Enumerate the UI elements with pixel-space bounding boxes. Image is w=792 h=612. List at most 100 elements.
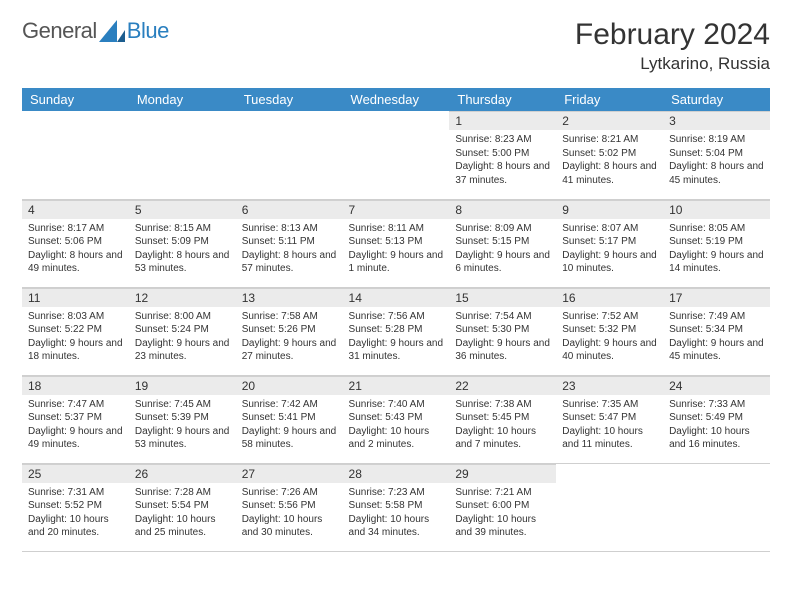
calendar-cell: 23Sunrise: 7:35 AMSunset: 5:47 PMDayligh… [556,375,663,463]
day-number: 8 [449,200,556,219]
calendar-cell: 21Sunrise: 7:40 AMSunset: 5:43 PMDayligh… [343,375,450,463]
day-number: 19 [129,376,236,395]
calendar-row: ........1Sunrise: 8:23 AMSunset: 5:00 PM… [22,111,770,199]
day-header: Tuesday [236,88,343,111]
calendar-cell: 15Sunrise: 7:54 AMSunset: 5:30 PMDayligh… [449,287,556,375]
calendar-cell: 27Sunrise: 7:26 AMSunset: 5:56 PMDayligh… [236,463,343,551]
calendar-row: 25Sunrise: 7:31 AMSunset: 5:52 PMDayligh… [22,463,770,551]
day-details: Sunrise: 7:26 AMSunset: 5:56 PMDaylight:… [236,483,343,546]
day-details: Sunrise: 7:42 AMSunset: 5:41 PMDaylight:… [236,395,343,458]
calendar-cell: 3Sunrise: 8:19 AMSunset: 5:04 PMDaylight… [663,111,770,199]
day-details: Sunrise: 8:09 AMSunset: 5:15 PMDaylight:… [449,219,556,282]
calendar-cell: 2Sunrise: 8:21 AMSunset: 5:02 PMDaylight… [556,111,663,199]
day-number: 5 [129,200,236,219]
logo: General Blue [22,18,169,44]
day-details: Sunrise: 7:47 AMSunset: 5:37 PMDaylight:… [22,395,129,458]
day-details: Sunrise: 7:28 AMSunset: 5:54 PMDaylight:… [129,483,236,546]
day-details: Sunrise: 8:21 AMSunset: 5:02 PMDaylight:… [556,130,663,193]
calendar-cell: .. [556,463,663,551]
day-details: Sunrise: 8:13 AMSunset: 5:11 PMDaylight:… [236,219,343,282]
day-number: 14 [343,288,450,307]
day-details: Sunrise: 7:40 AMSunset: 5:43 PMDaylight:… [343,395,450,458]
day-details: Sunrise: 8:03 AMSunset: 5:22 PMDaylight:… [22,307,129,370]
day-number: 18 [22,376,129,395]
day-details: Sunrise: 8:05 AMSunset: 5:19 PMDaylight:… [663,219,770,282]
calendar-cell: .. [343,111,450,199]
day-number: 24 [663,376,770,395]
day-details: Sunrise: 7:31 AMSunset: 5:52 PMDaylight:… [22,483,129,546]
calendar-cell: .. [236,111,343,199]
calendar-cell: 29Sunrise: 7:21 AMSunset: 6:00 PMDayligh… [449,463,556,551]
calendar-cell: 26Sunrise: 7:28 AMSunset: 5:54 PMDayligh… [129,463,236,551]
calendar-cell: .. [663,463,770,551]
calendar-body: ........1Sunrise: 8:23 AMSunset: 5:00 PM… [22,111,770,551]
day-details: Sunrise: 7:58 AMSunset: 5:26 PMDaylight:… [236,307,343,370]
day-details: Sunrise: 7:49 AMSunset: 5:34 PMDaylight:… [663,307,770,370]
day-number: 25 [22,464,129,483]
calendar-cell: 10Sunrise: 8:05 AMSunset: 5:19 PMDayligh… [663,199,770,287]
day-header: Saturday [663,88,770,111]
day-details: Sunrise: 7:45 AMSunset: 5:39 PMDaylight:… [129,395,236,458]
day-number: 16 [556,288,663,307]
day-number: 26 [129,464,236,483]
calendar-cell: 16Sunrise: 7:52 AMSunset: 5:32 PMDayligh… [556,287,663,375]
calendar-cell: 19Sunrise: 7:45 AMSunset: 5:39 PMDayligh… [129,375,236,463]
calendar-cell: 13Sunrise: 7:58 AMSunset: 5:26 PMDayligh… [236,287,343,375]
day-number: 2 [556,111,663,130]
day-details: Sunrise: 8:00 AMSunset: 5:24 PMDaylight:… [129,307,236,370]
location-label: Lytkarino, Russia [575,54,770,74]
day-header: Thursday [449,88,556,111]
day-details: Sunrise: 8:11 AMSunset: 5:13 PMDaylight:… [343,219,450,282]
day-number: 7 [343,200,450,219]
day-details: Sunrise: 8:23 AMSunset: 5:00 PMDaylight:… [449,130,556,193]
day-details: Sunrise: 7:56 AMSunset: 5:28 PMDaylight:… [343,307,450,370]
day-details: Sunrise: 7:33 AMSunset: 5:49 PMDaylight:… [663,395,770,458]
day-details: Sunrise: 7:38 AMSunset: 5:45 PMDaylight:… [449,395,556,458]
day-number: 23 [556,376,663,395]
day-number: 10 [663,200,770,219]
day-header: Wednesday [343,88,450,111]
page-header: General Blue February 2024 Lytkarino, Ru… [22,18,770,74]
calendar-cell: 9Sunrise: 8:07 AMSunset: 5:17 PMDaylight… [556,199,663,287]
day-number: 6 [236,200,343,219]
day-number: 28 [343,464,450,483]
day-details: Sunrise: 7:21 AMSunset: 6:00 PMDaylight:… [449,483,556,546]
calendar-cell: 11Sunrise: 8:03 AMSunset: 5:22 PMDayligh… [22,287,129,375]
calendar-cell: 14Sunrise: 7:56 AMSunset: 5:28 PMDayligh… [343,287,450,375]
calendar-cell: .. [22,111,129,199]
day-header: Monday [129,88,236,111]
day-header: Friday [556,88,663,111]
day-details: Sunrise: 7:23 AMSunset: 5:58 PMDaylight:… [343,483,450,546]
day-details: Sunrise: 8:17 AMSunset: 5:06 PMDaylight:… [22,219,129,282]
calendar-cell: 18Sunrise: 7:47 AMSunset: 5:37 PMDayligh… [22,375,129,463]
day-number: 4 [22,200,129,219]
calendar-row: 18Sunrise: 7:47 AMSunset: 5:37 PMDayligh… [22,375,770,463]
day-number: 20 [236,376,343,395]
day-details: Sunrise: 7:54 AMSunset: 5:30 PMDaylight:… [449,307,556,370]
calendar-cell: 5Sunrise: 8:15 AMSunset: 5:09 PMDaylight… [129,199,236,287]
day-number: 9 [556,200,663,219]
day-number: 21 [343,376,450,395]
day-header: Sunday [22,88,129,111]
day-number: 22 [449,376,556,395]
day-details: Sunrise: 8:15 AMSunset: 5:09 PMDaylight:… [129,219,236,282]
day-details: Sunrise: 8:19 AMSunset: 5:04 PMDaylight:… [663,130,770,193]
day-details: Sunrise: 7:35 AMSunset: 5:47 PMDaylight:… [556,395,663,458]
logo-text-gray: General [22,18,97,44]
title-block: February 2024 Lytkarino, Russia [575,18,770,74]
logo-text-blue: Blue [127,18,169,44]
calendar-table: SundayMondayTuesdayWednesdayThursdayFrid… [22,88,770,552]
calendar-cell: 4Sunrise: 8:17 AMSunset: 5:06 PMDaylight… [22,199,129,287]
month-title: February 2024 [575,18,770,52]
calendar-cell: 7Sunrise: 8:11 AMSunset: 5:13 PMDaylight… [343,199,450,287]
day-number: 13 [236,288,343,307]
day-number: 1 [449,111,556,130]
day-number: 17 [663,288,770,307]
calendar-row: 4Sunrise: 8:17 AMSunset: 5:06 PMDaylight… [22,199,770,287]
calendar-cell: 12Sunrise: 8:00 AMSunset: 5:24 PMDayligh… [129,287,236,375]
day-details: Sunrise: 7:52 AMSunset: 5:32 PMDaylight:… [556,307,663,370]
calendar-cell: 24Sunrise: 7:33 AMSunset: 5:49 PMDayligh… [663,375,770,463]
calendar-cell: 8Sunrise: 8:09 AMSunset: 5:15 PMDaylight… [449,199,556,287]
day-number: 12 [129,288,236,307]
calendar-cell: 17Sunrise: 7:49 AMSunset: 5:34 PMDayligh… [663,287,770,375]
